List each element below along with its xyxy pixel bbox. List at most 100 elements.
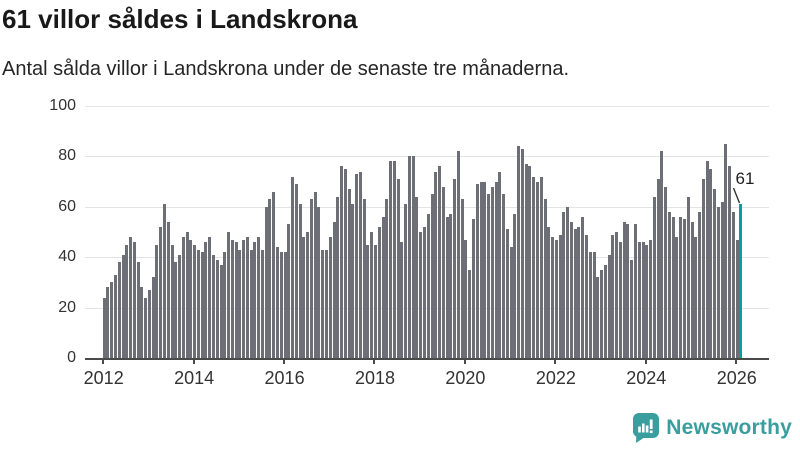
bar xyxy=(585,234,588,358)
bar xyxy=(193,244,197,358)
bar xyxy=(204,242,208,358)
bar xyxy=(430,194,434,358)
bar xyxy=(456,151,460,358)
bar xyxy=(547,226,551,358)
bar xyxy=(396,179,400,358)
bar xyxy=(325,249,328,358)
x-axis-tick xyxy=(554,358,557,364)
bar xyxy=(573,229,577,358)
bar xyxy=(260,249,264,358)
bar xyxy=(716,206,720,358)
bar xyxy=(705,161,709,358)
bar xyxy=(238,249,242,358)
bar xyxy=(449,214,453,358)
x-axis-tick xyxy=(283,358,286,364)
x-axis-tick-label: 2024 xyxy=(626,368,667,388)
bar xyxy=(343,169,347,358)
bar xyxy=(415,196,419,358)
annotation-leader-line xyxy=(733,188,741,204)
bar xyxy=(136,262,140,358)
x-axis-tick xyxy=(373,358,376,364)
bar-chart-plot: 2012 2014 2016 2018 2020 2022 2024 2026 61 xyxy=(84,106,769,388)
bar xyxy=(524,163,528,358)
bar xyxy=(460,199,464,358)
x-axis-tick xyxy=(644,358,647,364)
newsworthy-logo: Newsworthy xyxy=(633,412,792,444)
bar xyxy=(362,199,366,358)
bar xyxy=(645,244,649,358)
bar xyxy=(321,249,325,358)
bar xyxy=(588,252,592,358)
bar xyxy=(121,254,125,358)
bar xyxy=(622,221,626,358)
bar xyxy=(347,189,351,358)
bar xyxy=(166,221,170,358)
bar xyxy=(671,216,675,358)
bar xyxy=(313,191,317,358)
bar xyxy=(132,242,136,358)
bar xyxy=(407,156,411,358)
bar xyxy=(633,224,637,358)
bar xyxy=(494,181,498,358)
x-axis-tick-label: 2022 xyxy=(535,368,576,388)
bar xyxy=(471,219,475,358)
x-axis-tick-label: 2026 xyxy=(716,368,757,388)
bar xyxy=(475,184,479,358)
bar xyxy=(170,244,174,358)
bar xyxy=(641,242,645,358)
bar xyxy=(253,242,257,358)
bar xyxy=(419,232,423,358)
bar xyxy=(151,277,155,358)
bar xyxy=(690,221,694,358)
x-axis-tick xyxy=(463,358,466,364)
bar xyxy=(453,179,457,358)
bar xyxy=(117,262,121,358)
bar xyxy=(219,264,223,358)
bar xyxy=(155,244,159,358)
bar xyxy=(147,289,151,358)
bar xyxy=(487,194,491,358)
bar xyxy=(268,199,272,358)
bar xyxy=(110,282,114,358)
bar xyxy=(189,239,193,358)
bar xyxy=(675,237,679,358)
bar xyxy=(498,171,502,358)
bar xyxy=(694,237,698,358)
bar xyxy=(422,226,426,358)
bar xyxy=(562,211,566,358)
bar xyxy=(600,269,604,358)
bar xyxy=(370,232,374,358)
bar xyxy=(709,169,713,358)
bar xyxy=(242,239,246,358)
bar xyxy=(731,211,735,358)
bar xyxy=(581,216,585,358)
bar xyxy=(351,204,355,358)
bar xyxy=(667,211,671,358)
x-axis-tick-label: 2020 xyxy=(445,368,486,388)
highlight-value-label: 61 xyxy=(735,169,755,189)
bar xyxy=(389,161,393,358)
bar xyxy=(102,297,106,358)
bar xyxy=(536,181,540,358)
bar xyxy=(630,259,634,358)
bar xyxy=(615,232,619,358)
bar xyxy=(626,224,630,358)
bar xyxy=(411,156,415,358)
bar xyxy=(520,148,524,358)
bar xyxy=(618,242,622,358)
bar xyxy=(513,214,517,358)
bar xyxy=(426,214,430,358)
bar xyxy=(592,252,596,358)
y-axis-tick-label: 20 xyxy=(58,298,76,316)
bar xyxy=(611,234,615,358)
gridline xyxy=(85,206,769,208)
bar xyxy=(656,179,660,358)
bar xyxy=(227,232,231,358)
bar xyxy=(649,239,653,358)
bar xyxy=(257,237,261,358)
gridline xyxy=(85,156,769,158)
newsworthy-icon xyxy=(633,413,660,443)
bar xyxy=(577,226,581,358)
x-axis-tick-label: 2014 xyxy=(174,368,215,388)
